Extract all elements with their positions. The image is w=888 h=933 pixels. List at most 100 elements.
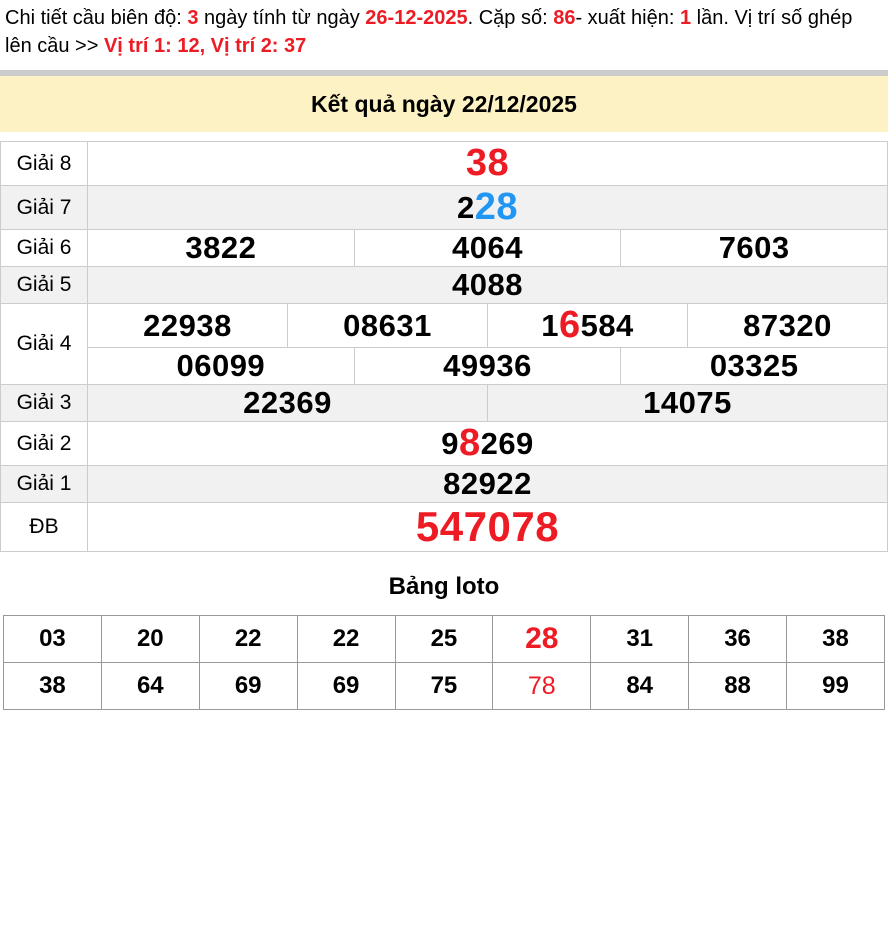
highlighted-text-segment: 3 [187, 7, 199, 29]
prize-line: 38 [88, 142, 887, 185]
text-segment: 20 [136, 625, 164, 652]
text-segment: . Cặp số: [467, 7, 554, 29]
text-segment: Chi tiết cầu biên độ: [5, 7, 188, 29]
highlighted-text-segment: 86 [553, 7, 576, 29]
result-date-title: Kết quả ngày 22/12/2025 [311, 90, 577, 117]
prize-line: 82922 [88, 466, 887, 502]
text-segment: 4064 [452, 230, 523, 265]
text-segment: 06099 [176, 348, 266, 383]
loto-cell: 88 [688, 662, 787, 710]
prize-label-g7: Giải 7 [1, 186, 88, 229]
prize-row-g4: Giải 4 22938 08631 1 6 584 87320 06099 49936 0332… [1, 304, 887, 385]
text-segment: 84 [626, 672, 654, 699]
text-segment: 7603 [718, 230, 790, 265]
text-segment: 22 [332, 625, 360, 652]
prize-row-g5: Giải 5 4088 [1, 267, 887, 304]
text-segment: 22369 [243, 385, 332, 420]
prize-results-table: Giải 8 38 Giải 7 2 28 Giải 6 3822 4064 7603 Giải … [0, 141, 888, 552]
loto-row: 38 64 69 69 75 78 84 88 99 [3, 662, 885, 710]
highlighted-text-segment: 38 [465, 142, 510, 184]
prize-values: 38 [88, 142, 887, 185]
text-segment: 4088 [452, 267, 523, 302]
text-segment: 64 [136, 672, 164, 699]
prize-number: 22938 [88, 304, 287, 347]
loto-cell: 22 [296, 615, 396, 663]
text-segment: 03 [39, 625, 66, 652]
prize-number: 7603 [620, 230, 887, 266]
prize-number: 547078 [88, 503, 887, 551]
loto-cell: 22 [198, 615, 298, 663]
text-segment: 03325 [709, 348, 799, 383]
highlighted-text-segment: 547078 [415, 503, 560, 550]
loto-cell: 25 [394, 615, 494, 663]
prize-values: 2 28 [88, 186, 887, 229]
prize-number: 4088 [88, 267, 887, 303]
prize-values: 82922 [88, 466, 887, 502]
prize-row-g3: Giải 3 22369 14075 [1, 385, 887, 422]
prize-values: 22938 08631 1 6 584 87320 06099 49936 03325 [88, 304, 887, 384]
prize-number: 06099 [88, 348, 354, 384]
prize-line: 06099 49936 03325 [88, 347, 887, 384]
prize-label-g8: Giải 8 [1, 142, 88, 185]
prize-number: 82922 [88, 466, 887, 502]
text-segment: 3822 [185, 230, 257, 265]
text-segment: 1 [541, 307, 559, 343]
text-segment: 25 [430, 625, 458, 652]
text-segment: 69 [332, 672, 360, 699]
prize-row-g1: Giải 1 82922 [1, 466, 887, 503]
prize-number: 2 28 [88, 186, 887, 229]
loto-cell: 75 [394, 662, 494, 710]
text-segment: 14075 [643, 385, 732, 420]
text-segment: 08631 [343, 307, 432, 343]
text-segment: 38 [39, 672, 66, 699]
loto-cell: 36 [688, 615, 787, 663]
text-segment: 75 [430, 672, 458, 699]
loto-row: 03 20 22 22 25 28 31 36 38 [3, 615, 885, 663]
prize-line: 22369 14075 [88, 385, 887, 421]
prize-number: 87320 [687, 304, 887, 347]
prize-row-g2: Giải 2 9 8 269 [1, 422, 887, 466]
prize-values: 22369 14075 [88, 385, 887, 421]
prize-number: 14075 [487, 385, 887, 421]
highlighted-text-segment: 78 [527, 671, 556, 700]
bridge-detail-note: Chi tiết cầu biên độ: 3 ngày tính từ ngà… [0, 0, 888, 62]
text-segment: 269 [480, 425, 534, 461]
text-segment: 584 [580, 307, 634, 343]
loto-cell: 69 [198, 662, 298, 710]
prize-number: 08631 [287, 304, 487, 347]
prize-label-g6: Giải 6 [1, 230, 88, 266]
text-segment: 22938 [143, 307, 232, 343]
prize-number: 38 [88, 142, 887, 185]
loto-cell: 99 [786, 662, 885, 710]
prize-row-db: ĐB 547078 [1, 503, 887, 552]
loto-cell: 78 [492, 662, 592, 710]
text-segment: 82922 [443, 466, 532, 501]
prize-line: 2 28 [88, 186, 887, 229]
text-segment: 87320 [743, 307, 832, 343]
highlighted-text-segment: 26-12-2025 [365, 7, 468, 29]
highlighted-text-segment: 28 [525, 622, 559, 655]
prize-label-g2: Giải 2 [1, 422, 88, 465]
prize-label-g1: Giải 1 [1, 466, 88, 502]
text-segment: lần. Vị trí số ghép lên cầu >> [5, 7, 853, 57]
text-segment: 69 [234, 672, 262, 699]
highlighted-text-segment: 6 [558, 304, 581, 346]
prize-row-g6: Giải 6 3822 4064 7603 [1, 230, 887, 267]
highlighted-text-segment: 1 [679, 7, 692, 29]
text-segment: 49936 [443, 348, 532, 383]
loto-cell: 64 [100, 662, 200, 710]
text-segment: 36 [724, 625, 751, 652]
prize-label-g3: Giải 3 [1, 385, 88, 421]
loto-cell: 38 [3, 662, 102, 710]
prize-line: 4088 [88, 267, 887, 303]
page: Chi tiết cầu biên độ: 3 ngày tính từ ngà… [0, 0, 888, 710]
loto-cell: 31 [590, 615, 690, 663]
text-segment: 88 [724, 672, 751, 699]
prize-number: 49936 [353, 348, 621, 384]
text-segment: 31 [626, 625, 654, 652]
loto-cell: 03 [3, 615, 102, 663]
loto-cell: 84 [590, 662, 690, 710]
prize-number: 4064 [353, 230, 621, 266]
prize-line: 547078 [88, 503, 887, 551]
text-segment: ngày tính từ ngày [198, 7, 366, 29]
